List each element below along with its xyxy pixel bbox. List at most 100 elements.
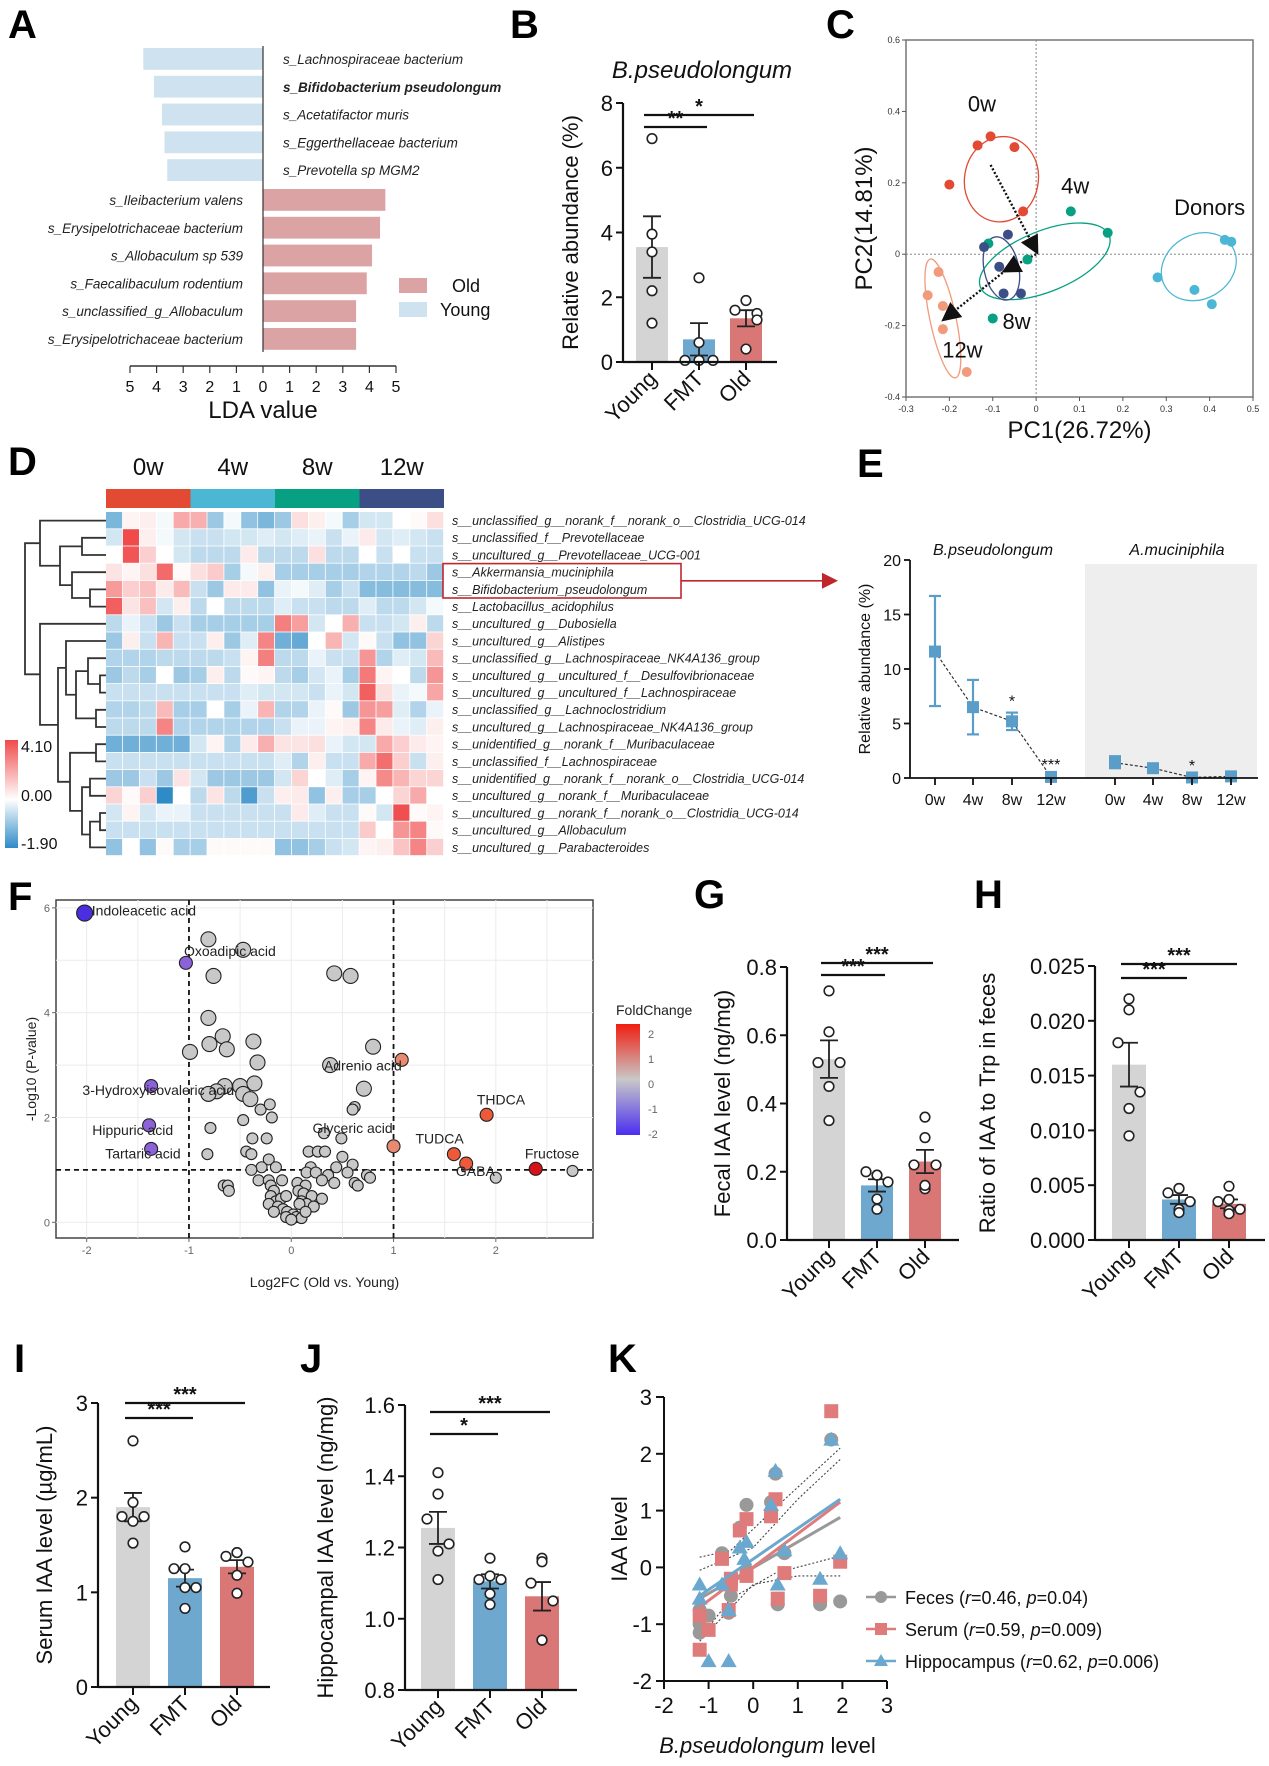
heatmap-cell <box>359 598 376 615</box>
metabolite-point <box>326 965 343 982</box>
heatmap-cell <box>342 804 359 821</box>
heatmap-cell <box>106 684 123 701</box>
heatmap-cell <box>275 735 292 752</box>
data-point <box>908 1159 920 1171</box>
heatmap-cell <box>106 529 123 546</box>
heatmap-cell <box>291 598 308 615</box>
heatmap-cell <box>291 580 308 598</box>
data-point <box>1184 1196 1196 1208</box>
species-label: s_Eggerthellaceae bacterium <box>283 135 458 150</box>
x-tick-label: -1 <box>184 1245 194 1257</box>
heatmap-cell <box>139 787 156 804</box>
heatmap-cell <box>241 529 258 546</box>
metabolite-point <box>218 1041 235 1058</box>
heatmap-cell <box>156 770 173 787</box>
metabolite-point <box>566 1164 579 1177</box>
heatmap-cell <box>325 752 342 770</box>
dendrogram-branch <box>89 588 106 608</box>
data-point-serum <box>739 1512 754 1527</box>
heatmap-cell <box>427 735 444 752</box>
data-point <box>484 1598 496 1611</box>
heatmap-cell <box>359 787 376 804</box>
heatmap-cell <box>173 701 190 718</box>
heatmap-cell <box>258 666 275 684</box>
heatmap-cell <box>224 632 241 649</box>
data-point-serum <box>732 1523 747 1538</box>
heatmap-cell <box>359 821 376 838</box>
data-point <box>116 1510 128 1523</box>
metabolite-point <box>341 1166 354 1179</box>
heatmap-cell <box>308 804 325 821</box>
data-point-hippocampus <box>720 1653 737 1668</box>
heatmap-cell <box>376 770 393 787</box>
heatmap-cell <box>308 615 325 632</box>
heatmap-cell <box>376 701 393 718</box>
heatmap-cell <box>122 701 139 718</box>
heatmap-cell <box>275 529 292 546</box>
panel-label-b: B <box>510 3 539 47</box>
significance-stars: *** <box>865 944 889 966</box>
y-tick-label: 0 <box>44 1217 50 1229</box>
heatmap-cell <box>325 821 342 838</box>
heatmap-cell <box>173 787 190 804</box>
data-point-hippocampus <box>700 1653 717 1668</box>
heatmap-cell <box>325 718 342 735</box>
heatmap-cell <box>308 838 325 856</box>
heatmap-cell <box>241 512 258 529</box>
row-label: s__Bifidobacterium_pseudolongum <box>452 583 647 597</box>
x-tick-label: Old <box>205 1691 247 1733</box>
data-point-hippocampus <box>738 1533 755 1548</box>
x-axis-title: B.pseudolongum level <box>659 1733 875 1758</box>
heatmap-cell <box>122 770 139 787</box>
data-point <box>693 272 705 284</box>
significance-stars: ** <box>668 108 684 130</box>
x-axis-title: Log2FC (Old vs. Young) <box>250 1274 399 1290</box>
metabolite-point <box>355 1080 372 1097</box>
legend-p-value: =0.006) <box>1098 1652 1160 1672</box>
heatmap-cell <box>427 838 444 856</box>
group-label-12w: 12w <box>380 454 425 481</box>
heatmap-cell <box>106 787 123 804</box>
sample-point-Donors <box>1226 236 1237 247</box>
heatmap-cell <box>359 735 376 752</box>
group-ellipse-0w <box>963 135 1040 223</box>
data-point <box>1134 1086 1146 1098</box>
heatmap-cell <box>376 615 393 632</box>
metabolite-point <box>365 1038 382 1055</box>
heatmap-cell <box>275 546 292 563</box>
heatmap-cell <box>139 666 156 684</box>
data-point <box>1173 1182 1185 1195</box>
heatmap-cell <box>224 804 241 821</box>
data-point <box>1223 1180 1235 1192</box>
data-point-serum <box>692 1642 707 1657</box>
metabolite-point <box>315 1174 328 1187</box>
heatmap-cell <box>410 838 427 856</box>
heatmap-cell <box>190 580 207 598</box>
heatmap-cell <box>241 752 258 770</box>
data-point <box>1123 1004 1135 1016</box>
data-point <box>432 1573 444 1586</box>
heatmap-cell <box>376 598 393 615</box>
heatmap-cell <box>190 735 207 752</box>
heatmap-cell <box>258 701 275 718</box>
highlight-arrowhead <box>822 572 838 589</box>
heatmap-cell <box>173 666 190 684</box>
heatmap-cell <box>308 701 325 718</box>
heatmap-cell <box>275 787 292 804</box>
heatmap-cell <box>122 821 139 838</box>
heatmap-cell <box>241 838 258 856</box>
data-point <box>646 285 658 297</box>
data-point <box>421 1513 433 1525</box>
sample-point-12w <box>933 267 944 278</box>
metabolite-label: Glyceric acid <box>313 1120 393 1136</box>
y-tick-label: 0.2 <box>887 178 900 188</box>
data-point-hippocampus <box>713 1576 730 1591</box>
dendrogram-branch <box>75 670 96 720</box>
dendrogram-branch <box>95 708 106 728</box>
legend-p-symbol: p <box>1026 1588 1037 1608</box>
metabolite-point <box>246 1075 263 1092</box>
heatmap-cell <box>224 666 241 684</box>
species-label: s_Ileibacterium valens <box>109 193 243 208</box>
legend-r-symbol: r <box>969 1620 976 1640</box>
heatmap-cell <box>173 804 190 821</box>
